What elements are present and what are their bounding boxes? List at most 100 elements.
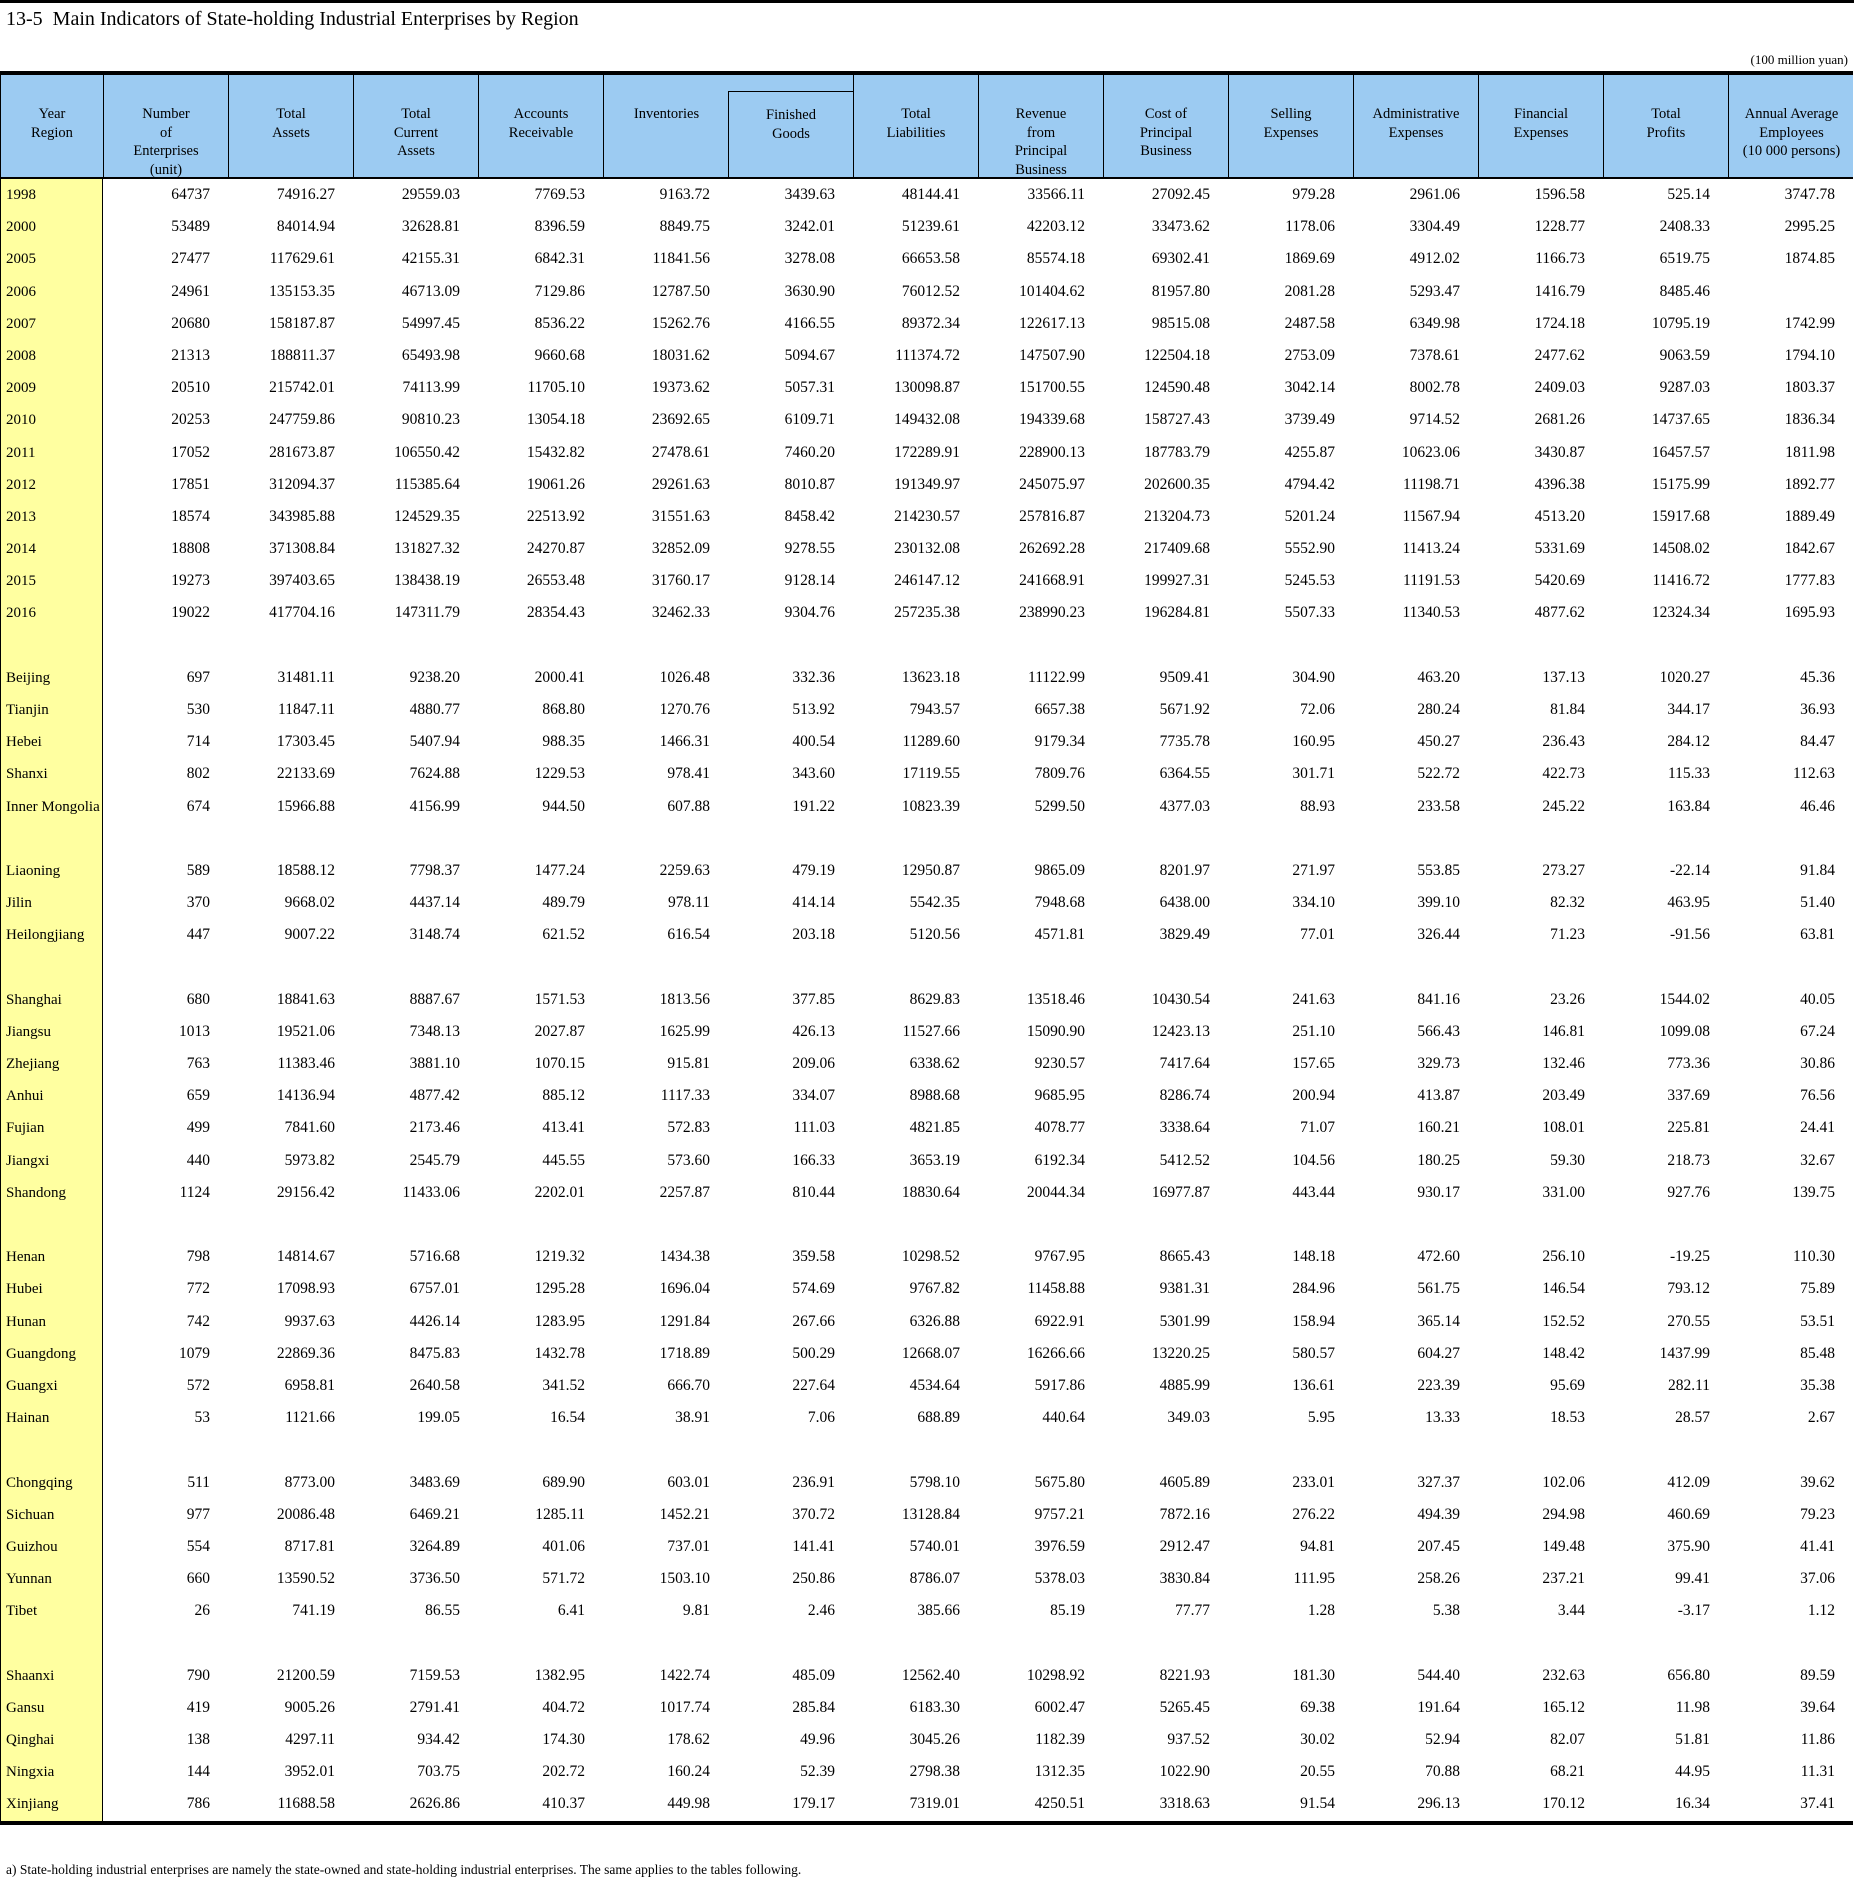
cell-value: 11841.56	[652, 250, 710, 268]
cell-value: 449.98	[667, 1795, 710, 1813]
cell-value: 74113.99	[402, 379, 460, 397]
cell-value: 23692.65	[651, 411, 710, 429]
table-row: 2000 53489 84014.94 32628.81 8396.59 8849.75 3…	[0, 211, 1853, 244]
cell-value: 237.21	[1542, 1570, 1585, 1588]
row-label: Qinghai	[0, 1724, 103, 1757]
col-header-total-profits: Total Profits	[1604, 75, 1729, 177]
cell-value: 106550.42	[394, 443, 460, 461]
table-row: Inner Mongolia 674 15966.88 4156.99 944.50 60…	[0, 790, 1853, 823]
cell-value: 51.81	[1675, 1731, 1710, 1748]
cell-value: 6183.30	[909, 1698, 960, 1716]
cell-value: 18841.63	[276, 990, 335, 1008]
cell-value: 513.92	[792, 701, 835, 718]
cell-value: 2259.63	[659, 861, 710, 879]
cell-value: 39.64	[1800, 1698, 1835, 1716]
cell-value: 1794.10	[1784, 346, 1835, 364]
cell-value: 158187.87	[269, 314, 335, 332]
cell-value	[853, 1434, 978, 1466]
cell-value: 4880.77	[409, 701, 460, 718]
cell-value: 334.10	[1292, 894, 1335, 912]
cell-value: 27478.61	[651, 443, 710, 461]
header-line: Accounts	[513, 106, 569, 122]
cell-value: 4437.14	[409, 894, 460, 912]
cell-value: 66653.58	[901, 250, 960, 268]
header-line: Selling	[1270, 106, 1312, 122]
cell-value: 137.13	[1542, 668, 1585, 686]
cell-value: 148.18	[1292, 1248, 1335, 1266]
cell-value: 29261.63	[651, 475, 710, 493]
cell-value	[1228, 1209, 1353, 1241]
table-row: Fujian 499 7841.60 2173.46 413.41 572.83 111.0…	[0, 1112, 1853, 1145]
cell-value: 463.20	[1417, 668, 1460, 686]
row-label: Heilongjiang	[0, 919, 103, 952]
cell-value: 4821.85	[909, 1119, 960, 1137]
cell-value: 124590.48	[1144, 379, 1210, 397]
cell-value: 59.30	[1550, 1151, 1585, 1169]
cell-value: 572	[186, 1376, 210, 1394]
cell-value: 14737.65	[1651, 411, 1710, 429]
table-row: Anhui 659 14136.94 4877.42 885.12 1117.33 334.…	[0, 1080, 1853, 1113]
cell-value: 3830.84	[1159, 1570, 1210, 1588]
cell-value: 42203.12	[1026, 218, 1085, 236]
table-row: 1998 64737 74916.27 29559.03 7769.53 9163.72 3…	[0, 179, 1853, 212]
cell-value: 773.36	[1667, 1055, 1710, 1073]
spacer-row	[0, 1209, 1853, 1242]
cell-value: 67.24	[1800, 1022, 1835, 1040]
cell-value: 4250.51	[1034, 1795, 1085, 1813]
row-label: 2013	[0, 500, 103, 534]
table-row: 2008 21313 188811.37 65493.98 9660.68 18031.6…	[0, 339, 1853, 373]
row-label	[0, 1627, 103, 1660]
cell-value: 6338.62	[909, 1055, 960, 1073]
header-line: Finished	[766, 107, 816, 123]
cell-value: 2487.58	[1284, 314, 1335, 332]
cell-value: 9865.09	[1034, 861, 1085, 879]
cell-value	[728, 952, 853, 984]
cell-value: 741.19	[292, 1602, 335, 1620]
cell-value: 9278.55	[784, 540, 835, 558]
cell-value: 13518.46	[1026, 990, 1085, 1008]
cell-value: 86.55	[425, 1602, 460, 1620]
table-row: 2011 17052 281673.87 106550.42 15432.82 27478…	[0, 436, 1853, 469]
cell-value: 53.51	[1800, 1312, 1835, 1330]
row-label: Henan	[0, 1241, 103, 1274]
cell-value: 978.11	[667, 894, 710, 912]
header-line: Business	[1140, 143, 1192, 159]
cell-value: 530	[186, 701, 210, 718]
cell-value: 9230.57	[1034, 1055, 1085, 1073]
cell-value: 11433.06	[402, 1183, 460, 1201]
cell-value: 7417.64	[1159, 1055, 1210, 1073]
cell-value	[853, 952, 978, 984]
cell-value: 370.72	[792, 1505, 835, 1523]
cell-value: 472.60	[1417, 1248, 1460, 1266]
table-row: Liaoning 589 18588.12 7798.37 1477.24 2259.63…	[0, 854, 1853, 888]
cell-value: 6757.01	[409, 1280, 460, 1298]
cell-value: 6326.88	[909, 1312, 960, 1330]
cell-value: 7948.68	[1034, 894, 1085, 912]
header-line: Liabilities	[886, 124, 946, 141]
cell-value: 572.83	[667, 1119, 710, 1137]
cell-value: 70.88	[1425, 1763, 1460, 1781]
cell-value: -3.17	[1677, 1602, 1710, 1620]
cell-value: 51.40	[1800, 894, 1835, 912]
header-line: Total	[901, 106, 931, 122]
cell-value	[978, 630, 1103, 662]
cell-value: 98515.08	[1151, 314, 1210, 332]
cell-value	[978, 823, 1103, 855]
cell-value: 3264.89	[409, 1537, 460, 1555]
cell-value: 26553.48	[526, 572, 585, 590]
cell-value: 2961.06	[1409, 186, 1460, 203]
cell-value: 11413.24	[1402, 540, 1460, 558]
cell-value: 69302.41	[1151, 250, 1210, 268]
cell-value: 32462.33	[651, 604, 710, 622]
spacer-row	[0, 1434, 1853, 1467]
cell-value: 6002.47	[1034, 1698, 1085, 1716]
statistics-table: Year Region Number of Enterprises (unit)…	[0, 71, 1853, 1825]
cell-value: 377.85	[792, 990, 835, 1008]
cell-value: 285.84	[792, 1698, 835, 1716]
cell-value: 9767.82	[909, 1280, 960, 1298]
cell-value: 3318.63	[1159, 1795, 1210, 1813]
cell-value	[1728, 1434, 1853, 1466]
header-line: Current	[393, 124, 439, 141]
cell-value: 659	[186, 1087, 210, 1105]
cell-value: 191349.97	[894, 475, 960, 493]
